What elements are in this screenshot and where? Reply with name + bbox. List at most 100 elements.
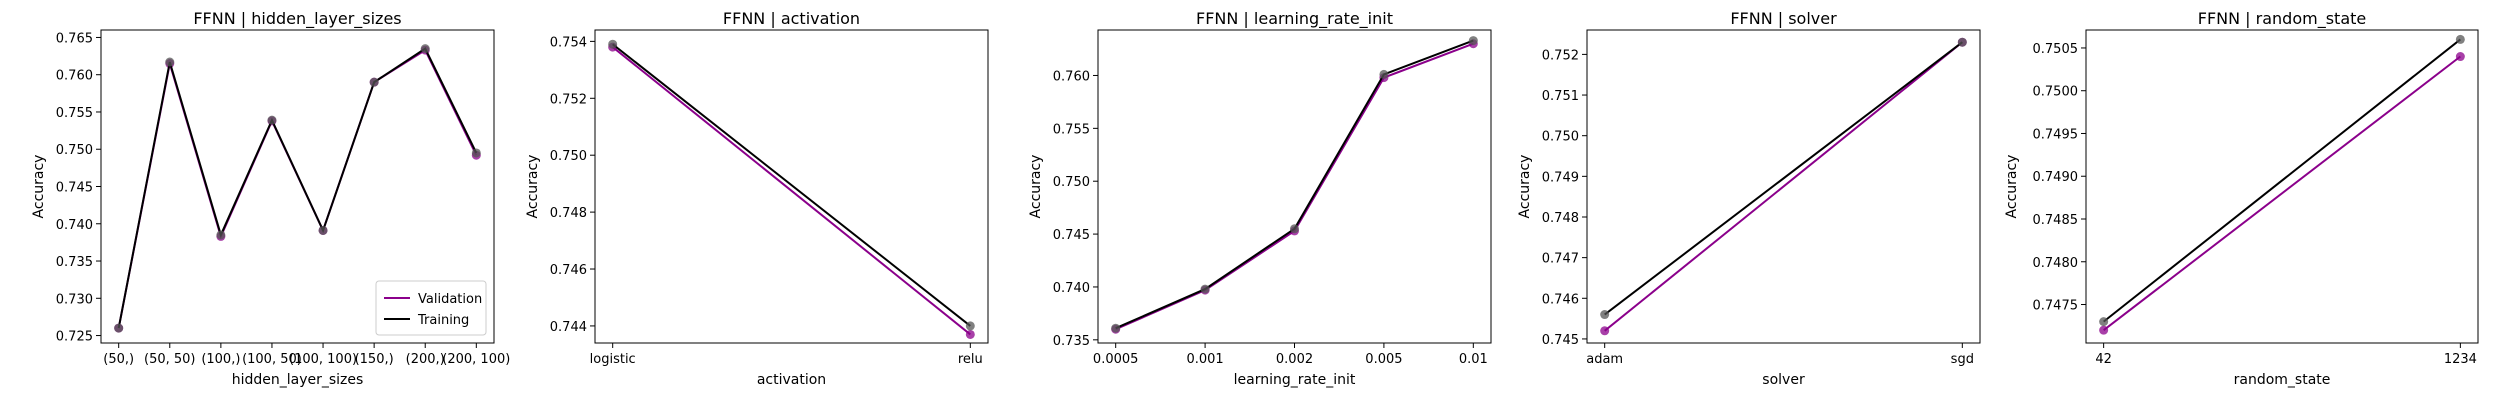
data-point-training (420, 44, 430, 54)
data-point-training (608, 39, 618, 49)
series-line-validation (1115, 42, 1474, 331)
y-tick-label: 0.730 (56, 292, 93, 307)
y-tick-label: 0.747 (1542, 252, 1579, 267)
y-tick-label: 0.765 (56, 31, 93, 46)
y-tick-label: 0.752 (550, 92, 587, 107)
x-tick-label: (200, 100) (442, 352, 510, 367)
chart-panel: FFNN | random_state 42 1234 0.7475 0.7480 0.7… (2004, 9, 2479, 388)
x-tick-label: (50, 50) (144, 352, 196, 367)
x-tick-label: 1234 (2444, 352, 2477, 367)
plot-frame (1586, 29, 1981, 344)
data-point-training (2099, 317, 2109, 327)
y-tick-label: 0.748 (1542, 211, 1579, 226)
data-point-training (1957, 37, 1967, 47)
x-tick-label: 0.0005 (1093, 352, 1139, 367)
x-tick-label: (100, 100) (289, 352, 357, 367)
y-tick-label: 0.740 (1053, 281, 1090, 296)
data-point-training (267, 115, 277, 125)
chart-title: FFNN | random_state (2198, 9, 2367, 29)
y-tick-label: 0.725 (56, 330, 93, 345)
data-point-training (1468, 36, 1478, 46)
legend-label: Training (417, 313, 469, 328)
data-point-training (1379, 69, 1389, 79)
x-tick-label: 0.001 (1186, 352, 1223, 367)
x-tick-label: logistic (590, 352, 636, 367)
x-tick-label: 0.005 (1365, 352, 1402, 367)
y-tick-label: 0.746 (550, 263, 587, 278)
x-tick-label: (100,) (201, 352, 240, 367)
chart-panel: FFNN | learning_rate_init 0.0005 0.001 0.00… (1028, 9, 1492, 388)
y-tick-label: 0.760 (1053, 69, 1090, 84)
chart-panel: FFNN | activation logistic relu 0.744 0.746 0… (525, 9, 989, 388)
y-tick-label: 0.745 (1053, 228, 1090, 243)
x-tick-label: 0.002 (1276, 352, 1313, 367)
y-tick-label: 0.748 (550, 206, 587, 221)
x-tick-label: adam (1586, 352, 1623, 367)
x-axis-label: solver (1762, 372, 1805, 388)
data-point-training (318, 225, 328, 235)
y-tick-label: 0.745 (1542, 333, 1579, 348)
y-tick-label: 0.751 (1542, 89, 1579, 104)
y-tick-label: 0.7475 (2033, 299, 2079, 314)
series-line-training (117, 47, 478, 329)
y-tick-label: 0.744 (550, 320, 587, 335)
series-line-training (1604, 41, 1963, 316)
series-line-validation (612, 46, 971, 336)
y-tick-label: 0.7500 (2033, 85, 2079, 100)
data-point-training (1200, 284, 1210, 294)
chart-title: FFNN | activation (723, 9, 860, 28)
y-axis-label: Accuracy (2004, 155, 2020, 219)
x-tick-label: (150,) (355, 352, 394, 367)
legend-label: Validation (418, 292, 482, 307)
data-point-validation (965, 329, 975, 339)
chart-panel: FFNN | hidden_layer_sizes (50,) (50, 50) (1… (31, 9, 510, 388)
x-tick-label: 42 (2095, 352, 2112, 367)
data-point-validation (2455, 52, 2465, 62)
plot-frame (1097, 29, 1492, 344)
y-tick-label: 0.755 (56, 106, 93, 121)
x-tick-label: 0.01 (1459, 352, 1488, 367)
y-tick-label: 0.735 (1053, 334, 1090, 349)
data-point-validation (1600, 326, 1610, 336)
y-tick-label: 0.749 (1542, 170, 1579, 185)
y-axis-label: Accuracy (31, 155, 47, 219)
y-tick-label: 0.7505 (2033, 42, 2079, 57)
x-tick-label: (50,) (103, 352, 134, 367)
y-axis-label: Accuracy (1517, 155, 1533, 219)
y-tick-label: 0.7495 (2033, 127, 2079, 142)
data-point-training (965, 321, 975, 331)
data-point-training (1290, 224, 1299, 234)
x-tick-label: sgd (1951, 352, 1974, 367)
y-tick-label: 0.760 (56, 69, 93, 84)
series-line-validation (1604, 41, 1963, 332)
data-point-training (1600, 310, 1610, 320)
data-point-validation (2099, 325, 2109, 335)
data-point-training (165, 57, 175, 67)
y-tick-label: 0.740 (56, 218, 93, 233)
x-tick-label: (100, 50) (242, 352, 302, 367)
plot-frame (2085, 29, 2479, 344)
y-tick-label: 0.750 (1053, 175, 1090, 190)
y-tick-label: 0.755 (1053, 122, 1090, 137)
data-point-training (114, 323, 124, 333)
y-tick-label: 0.7485 (2033, 213, 2079, 228)
data-point-training (369, 77, 379, 87)
data-point-training (2455, 34, 2465, 44)
y-tick-label: 0.750 (1542, 130, 1579, 145)
x-tick-label: relu (958, 352, 983, 367)
y-tick-label: 0.7480 (2033, 256, 2079, 271)
x-axis-label: learning_rate_init (1234, 372, 1356, 388)
chart-title: FFNN | solver (1730, 9, 1837, 28)
data-point-training (1111, 323, 1121, 333)
y-tick-label: 0.750 (56, 143, 93, 158)
series-line-validation (2103, 55, 2461, 331)
series-line-training (1115, 39, 1474, 330)
x-axis-label: random_state (2234, 372, 2331, 388)
legend: Validation Training (375, 280, 487, 336)
x-axis-label: activation (757, 372, 826, 388)
y-axis-label: Accuracy (1028, 155, 1044, 219)
y-tick-label: 0.746 (1542, 292, 1579, 307)
data-point-training (216, 230, 226, 240)
plot-frame (594, 29, 989, 344)
